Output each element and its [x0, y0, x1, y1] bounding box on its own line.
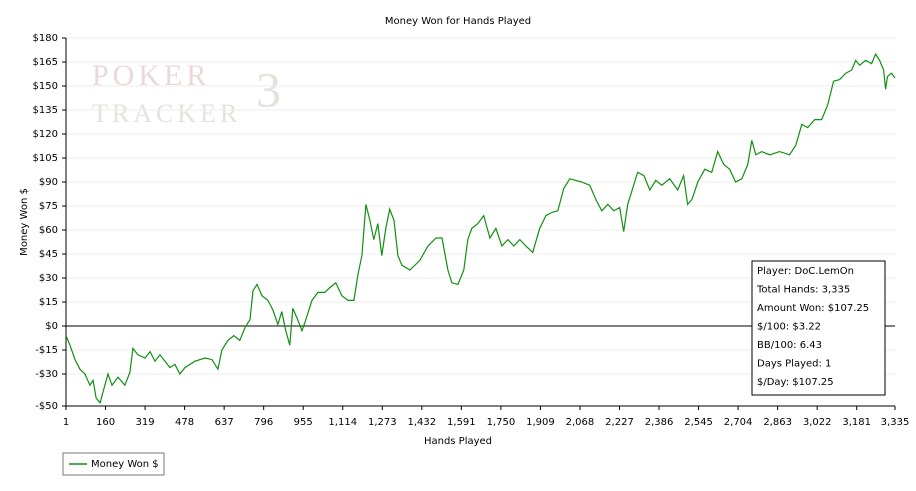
y-tick-label: -$30 [35, 369, 58, 380]
x-tick-label: 1,114 [328, 417, 357, 428]
x-tick-label: 955 [294, 417, 313, 428]
info-line: $/100: $3.22 [757, 322, 821, 333]
y-axis-label: Money Won $ [19, 188, 30, 256]
legend-box [62, 452, 165, 476]
x-tick-label: 1,273 [368, 417, 397, 428]
y-tick-label: -$50 [35, 401, 58, 412]
info-line: BB/100: 6.43 [757, 340, 822, 351]
x-tick-label: 160 [96, 417, 115, 428]
y-tick-label: $105 [33, 153, 58, 164]
data-line [65, 52, 896, 405]
x-tick-label: 2,386 [645, 417, 674, 428]
x-tick-label: 3,181 [842, 417, 871, 428]
x-tick-label: 2,863 [763, 417, 792, 428]
x-tick-label: 1 [63, 417, 69, 428]
y-tick-label: $120 [33, 129, 58, 140]
y-tick-label: $60 [39, 225, 58, 236]
y-tick-label: $165 [33, 57, 58, 68]
x-tick-label: 478 [175, 417, 194, 428]
info-box [751, 260, 886, 396]
x-tick-label: 3,022 [803, 417, 832, 428]
x-tick-label: 637 [215, 417, 234, 428]
chart-title: Money Won for Hands Played [385, 16, 531, 27]
info-line: $/Day: $107.25 [757, 377, 834, 388]
y-tick-label: $0 [45, 321, 58, 332]
y-tick-label: $30 [39, 273, 58, 284]
info-line: Amount Won: $107.25 [757, 303, 869, 314]
x-tick-label: 3,335 [881, 417, 910, 428]
info-line: Player: DoC.LemOn [757, 266, 854, 277]
watermark: POKER [92, 59, 210, 92]
y-tick-label: $90 [39, 177, 58, 188]
x-tick-label: 2,068 [566, 417, 595, 428]
x-tick-label: 1,591 [447, 417, 476, 428]
y-tick-label: $180 [33, 33, 58, 44]
x-tick-label: 1,909 [526, 417, 555, 428]
y-tick-label: $45 [39, 249, 58, 260]
x-tick-label: 1,750 [487, 417, 516, 428]
y-tick-label: $150 [33, 81, 58, 92]
x-tick-label: 796 [254, 417, 273, 428]
x-tick-label: 2,545 [684, 417, 713, 428]
y-tick-label: $15 [39, 297, 58, 308]
y-tick-label: $135 [33, 105, 58, 116]
info-line: Days Played: 1 [757, 359, 831, 370]
x-tick-label: 2,227 [605, 417, 634, 428]
x-axis-label: Hands Played [424, 436, 492, 447]
x-tick-label: 1,432 [407, 417, 436, 428]
info-line: Total Hands: 3,335 [756, 285, 850, 296]
watermark: 3 [256, 61, 285, 117]
x-tick-label: 319 [136, 417, 155, 428]
y-tick-label: -$15 [35, 345, 58, 356]
x-tick-label: 2,704 [724, 417, 753, 428]
watermark: TRACKER [92, 99, 241, 128]
legend-label: Money Won $ [91, 459, 159, 470]
y-tick-label: $75 [39, 201, 58, 212]
